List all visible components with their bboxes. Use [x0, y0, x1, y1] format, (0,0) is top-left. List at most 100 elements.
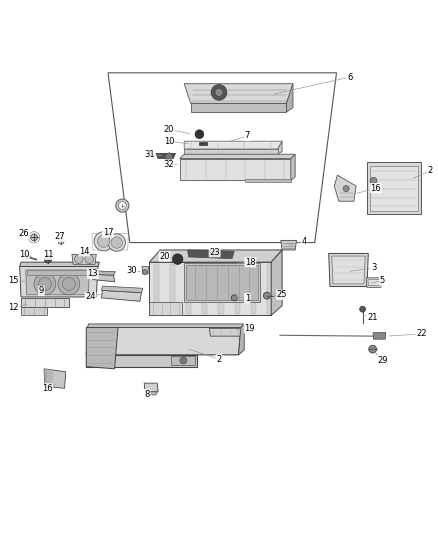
- Polygon shape: [180, 154, 295, 158]
- Text: 12: 12: [8, 303, 19, 312]
- Polygon shape: [20, 266, 98, 297]
- Text: 18: 18: [245, 257, 256, 266]
- Text: 11: 11: [43, 251, 53, 259]
- Text: 7: 7: [244, 132, 250, 140]
- Circle shape: [39, 277, 51, 290]
- Circle shape: [85, 255, 94, 263]
- Polygon shape: [371, 166, 418, 211]
- Polygon shape: [149, 262, 271, 315]
- Text: 5: 5: [380, 276, 385, 285]
- Polygon shape: [202, 264, 208, 313]
- Text: 3: 3: [371, 263, 376, 272]
- Text: 20: 20: [159, 252, 170, 261]
- Text: 25: 25: [277, 290, 287, 300]
- Circle shape: [116, 199, 129, 212]
- Circle shape: [370, 177, 377, 184]
- Circle shape: [215, 88, 223, 96]
- Text: 4: 4: [301, 237, 307, 246]
- Circle shape: [34, 273, 56, 295]
- Polygon shape: [86, 327, 118, 369]
- Polygon shape: [366, 278, 382, 287]
- Polygon shape: [102, 290, 141, 301]
- Polygon shape: [145, 392, 157, 395]
- Text: 31: 31: [144, 150, 155, 159]
- Circle shape: [263, 292, 270, 299]
- Polygon shape: [26, 270, 89, 295]
- Polygon shape: [154, 264, 159, 313]
- Text: 29: 29: [377, 357, 388, 366]
- Polygon shape: [184, 263, 260, 302]
- Text: 16: 16: [42, 384, 53, 393]
- Text: 20: 20: [164, 125, 174, 134]
- Circle shape: [94, 232, 113, 251]
- Polygon shape: [199, 142, 207, 145]
- Polygon shape: [86, 355, 197, 367]
- Polygon shape: [20, 262, 99, 266]
- Circle shape: [62, 277, 75, 290]
- Polygon shape: [44, 369, 53, 387]
- Polygon shape: [191, 103, 286, 112]
- Polygon shape: [149, 302, 182, 315]
- Polygon shape: [291, 154, 295, 180]
- Polygon shape: [170, 264, 175, 313]
- Polygon shape: [184, 141, 282, 149]
- Circle shape: [369, 345, 377, 353]
- Polygon shape: [93, 271, 116, 275]
- Text: 26: 26: [19, 229, 29, 238]
- Text: 6: 6: [347, 72, 352, 82]
- Polygon shape: [251, 264, 256, 313]
- Polygon shape: [328, 254, 368, 287]
- Polygon shape: [271, 250, 282, 315]
- Circle shape: [118, 201, 126, 209]
- Text: 27: 27: [55, 232, 65, 241]
- Text: 14: 14: [79, 247, 89, 256]
- Circle shape: [195, 130, 204, 139]
- Polygon shape: [142, 266, 148, 274]
- Polygon shape: [239, 324, 244, 355]
- Polygon shape: [27, 270, 88, 275]
- Polygon shape: [186, 264, 191, 313]
- Polygon shape: [332, 256, 365, 284]
- Circle shape: [58, 273, 80, 295]
- Circle shape: [98, 235, 110, 247]
- Text: 2: 2: [427, 166, 433, 175]
- Text: 30: 30: [127, 266, 137, 276]
- Polygon shape: [21, 298, 69, 306]
- Polygon shape: [245, 180, 291, 182]
- Text: 8: 8: [145, 390, 150, 399]
- Text: 2: 2: [216, 354, 222, 364]
- Polygon shape: [184, 149, 278, 154]
- Polygon shape: [209, 328, 242, 336]
- Text: 9: 9: [39, 286, 44, 295]
- Polygon shape: [102, 286, 143, 293]
- Text: 10: 10: [164, 137, 174, 146]
- Circle shape: [343, 185, 349, 192]
- Polygon shape: [281, 240, 297, 250]
- Text: 10: 10: [19, 251, 29, 259]
- Text: 16: 16: [371, 184, 381, 192]
- Polygon shape: [186, 265, 258, 301]
- Polygon shape: [44, 369, 66, 389]
- Polygon shape: [72, 254, 96, 264]
- Circle shape: [108, 234, 125, 251]
- Circle shape: [111, 237, 122, 248]
- Text: 22: 22: [416, 329, 427, 338]
- Polygon shape: [234, 264, 240, 313]
- Circle shape: [165, 153, 173, 161]
- Circle shape: [360, 306, 366, 312]
- Polygon shape: [156, 154, 176, 158]
- Text: 13: 13: [88, 269, 98, 278]
- Text: 24: 24: [85, 293, 96, 302]
- Polygon shape: [180, 158, 291, 180]
- Text: 21: 21: [367, 313, 378, 322]
- Polygon shape: [88, 324, 244, 327]
- Text: 32: 32: [164, 160, 174, 169]
- Polygon shape: [92, 274, 115, 282]
- Polygon shape: [286, 84, 293, 112]
- Circle shape: [25, 254, 30, 260]
- Polygon shape: [171, 356, 195, 365]
- Polygon shape: [367, 162, 421, 214]
- Circle shape: [31, 234, 38, 241]
- Circle shape: [142, 270, 148, 275]
- Polygon shape: [187, 250, 234, 259]
